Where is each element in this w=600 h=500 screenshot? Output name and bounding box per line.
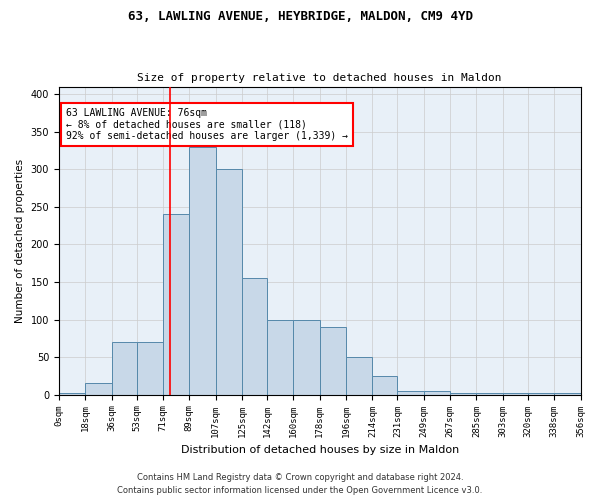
Bar — [476, 393, 503, 394]
Bar — [346, 357, 373, 395]
Bar — [215, 169, 242, 394]
Bar — [554, 393, 581, 394]
X-axis label: Distribution of detached houses by size in Maldon: Distribution of detached houses by size … — [181, 445, 459, 455]
Bar — [137, 342, 163, 394]
Title: Size of property relative to detached houses in Maldon: Size of property relative to detached ho… — [137, 73, 502, 83]
Bar — [242, 278, 267, 394]
Bar — [190, 146, 215, 394]
Bar — [293, 320, 320, 394]
Text: 63 LAWLING AVENUE: 76sqm
← 8% of detached houses are smaller (118)
92% of semi-d: 63 LAWLING AVENUE: 76sqm ← 8% of detache… — [66, 108, 348, 141]
Y-axis label: Number of detached properties: Number of detached properties — [15, 158, 25, 322]
Bar — [373, 376, 397, 394]
Bar — [59, 393, 85, 394]
Text: 63, LAWLING AVENUE, HEYBRIDGE, MALDON, CM9 4YD: 63, LAWLING AVENUE, HEYBRIDGE, MALDON, C… — [128, 10, 473, 23]
Bar — [503, 393, 528, 394]
Bar — [85, 384, 112, 394]
Bar — [163, 214, 190, 394]
Bar — [267, 320, 293, 394]
Bar — [112, 342, 137, 394]
Bar — [528, 393, 554, 394]
Text: Contains HM Land Registry data © Crown copyright and database right 2024.
Contai: Contains HM Land Registry data © Crown c… — [118, 474, 482, 495]
Bar — [450, 393, 476, 394]
Bar — [320, 327, 346, 394]
Bar — [424, 391, 450, 394]
Bar — [397, 391, 424, 394]
